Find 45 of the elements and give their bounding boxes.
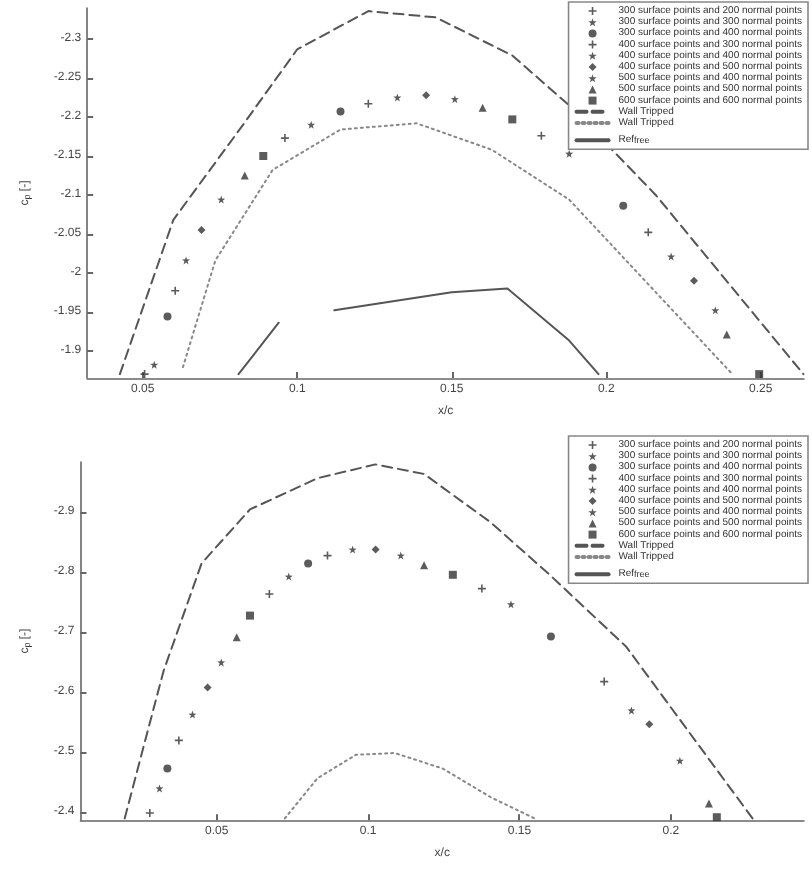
point xyxy=(675,756,684,765)
point xyxy=(307,120,316,129)
point xyxy=(477,584,486,593)
point xyxy=(145,809,154,817)
point xyxy=(280,134,289,143)
point xyxy=(163,764,172,773)
point xyxy=(712,813,721,822)
point xyxy=(182,256,191,265)
point xyxy=(155,784,164,793)
point xyxy=(600,677,609,686)
point xyxy=(174,736,183,745)
point xyxy=(140,370,149,379)
point xyxy=(450,95,459,104)
point xyxy=(197,226,206,234)
point xyxy=(259,152,268,160)
line-series xyxy=(283,752,536,820)
point xyxy=(508,115,517,124)
point xyxy=(627,706,636,715)
point xyxy=(645,720,654,729)
point xyxy=(506,600,515,609)
point xyxy=(420,561,429,570)
point xyxy=(644,228,653,237)
point xyxy=(217,658,226,667)
point xyxy=(537,131,546,140)
point xyxy=(448,570,457,579)
point xyxy=(171,286,180,295)
point xyxy=(246,611,255,620)
point xyxy=(478,103,487,112)
point xyxy=(393,93,402,102)
point xyxy=(304,559,313,568)
point xyxy=(364,99,373,108)
point xyxy=(565,149,574,158)
point xyxy=(265,590,274,598)
point xyxy=(667,252,676,261)
point xyxy=(203,683,212,692)
point xyxy=(422,91,431,100)
point xyxy=(163,312,172,321)
point xyxy=(690,276,698,285)
point xyxy=(755,370,764,379)
point xyxy=(619,201,628,210)
point xyxy=(711,306,720,315)
point xyxy=(150,360,159,369)
point xyxy=(336,107,345,116)
point xyxy=(546,632,555,641)
point xyxy=(371,545,380,554)
